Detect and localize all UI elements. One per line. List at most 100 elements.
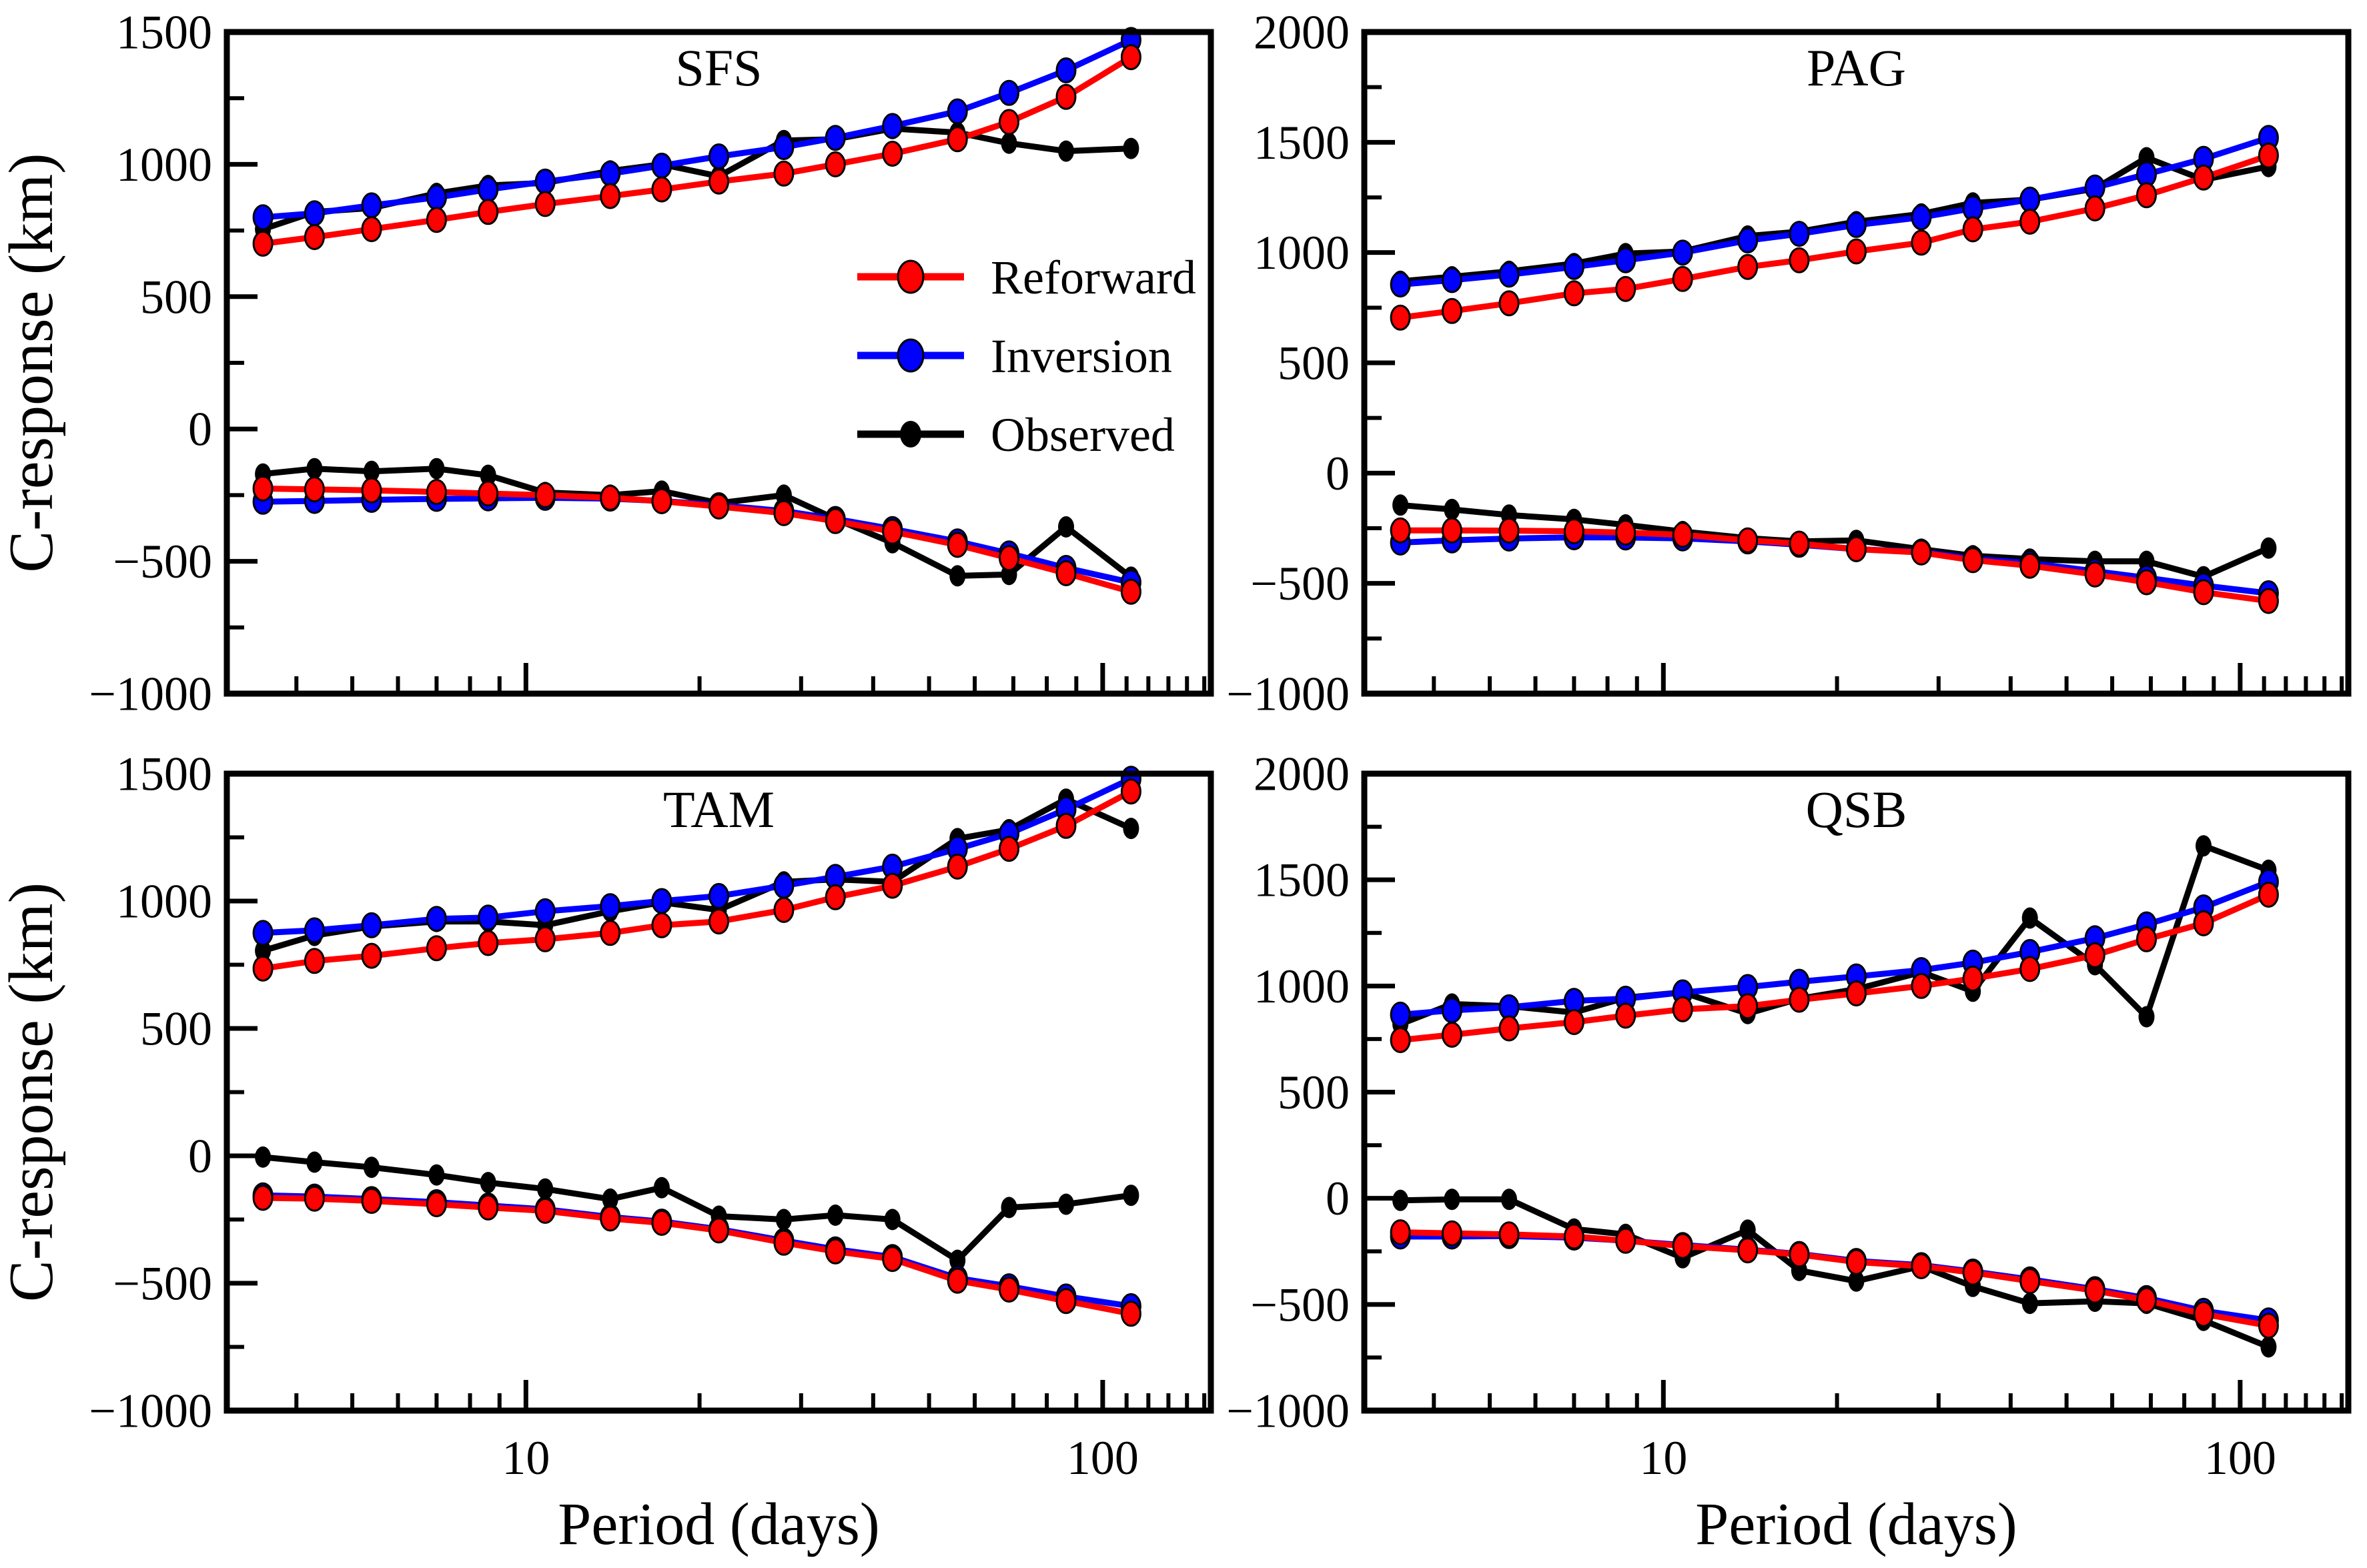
series-observed-marker [1392,494,1409,516]
series-reforward-marker [1962,965,1983,992]
series-reforward-marker [1441,1220,1462,1247]
series-reforward-marker [2084,1277,2105,1304]
series-reforward-real-line [1397,892,2272,1043]
series-inversion-marker [1846,211,1867,238]
series-inversion-real-line [1397,135,2272,288]
series-reforward-marker [2019,956,2041,982]
series-reforward-marker [252,230,274,257]
series-reforward-marker [1737,993,1759,1020]
series-observed-marker [428,458,445,480]
series-observed-imag-line [1397,1196,2272,1350]
series-inversion-marker [882,113,903,139]
series-reforward-marker [252,955,274,982]
series-reforward-marker [825,1238,846,1265]
series-reforward-marker [1737,253,1759,280]
series-reforward-marker [1563,1223,1584,1250]
panel-qsb: 10 100 2000 1500 1000 500 0 −500 −1000 QSB Period … [1226,747,2352,1557]
y-axis-label: C-response (km) [0,882,66,1302]
series-observed-marker [1444,498,1460,520]
series-observed-marker [1001,132,1017,154]
series-reforward-marker [1615,275,1636,302]
series-reforward-marker [882,518,903,545]
series-reforward-marker [1120,578,1141,605]
series-reforward-marker [1962,547,1983,574]
panel-frame [1361,29,2352,697]
legend-marker-inversion [897,338,925,373]
series-reforward-marker [651,912,672,938]
series-inversion-marker [534,898,556,924]
series-reforward-marker [1672,522,1693,548]
series-reforward-marker [825,884,846,910]
series-reforward-marker [478,930,499,956]
series-inversion-marker [947,98,968,125]
series-reforward-marker [1390,1027,1411,1053]
series-reforward-marker [2258,1313,2279,1339]
series-observed-marker [2021,1293,2038,1315]
series-observed-marker [827,1205,844,1226]
series-observed-marker [255,940,272,962]
series-reforward-marker [1055,1288,1077,1315]
series-inversion-marker [304,200,325,227]
y-tick-label: −1000 [89,1384,212,1437]
series-observed-imag-line [260,466,1134,580]
series-reforward-marker [999,545,1019,572]
series-reforward-marker [1962,1259,1983,1286]
series-observed-imag-line [260,1154,1134,1264]
series-reforward-marker [1498,1221,1520,1248]
series-reforward-marker [882,141,903,167]
series-reforward-marker [534,482,556,508]
series-reforward-marker [1789,247,1810,273]
series-inversion-marker [708,882,729,909]
series-observed-marker [949,1249,966,1271]
series-inversion-marker [534,168,556,195]
series-reforward-marker [1911,1253,1932,1279]
series-reforward-marker [708,494,729,520]
series-reforward-marker [2258,142,2279,169]
y-tick-label: 1000 [116,874,212,928]
series-reforward-marker [1563,518,1584,545]
series-reforward-marker [1390,304,1411,331]
series-reforward-marker [361,216,382,243]
series-reforward-marker [478,1195,499,1221]
series-reforward-marker [2084,195,2105,221]
series-reforward-marker [2019,208,2041,235]
series-reforward-marker [1962,216,1983,243]
series-inversion-marker [651,152,672,179]
series-reforward-marker [304,948,325,974]
series-inversion-marker [1672,239,1693,266]
series-reforward-marker [426,479,447,506]
series-observed-marker [1123,818,1139,840]
legend-label-reforward: Reforward [991,251,1196,304]
series-reforward-marker [1563,1009,1584,1035]
y-tick-label: −500 [113,535,212,588]
y-tick-label: 0 [1326,1172,1350,1225]
legend-marker-reforward [897,259,925,294]
series-reforward-imag-line [260,486,1134,595]
series-reforward-imag-line [1397,1229,2272,1329]
series-inversion-marker [426,184,447,211]
panel-frame [223,770,1214,1414]
panel-title: PAG [1807,39,1906,97]
y-tick-label: −500 [1250,557,1350,610]
legend-marker-observed [900,421,921,448]
legend-label-observed: Observed [991,408,1175,462]
series-reforward-marker [361,942,382,969]
series-reforward-marker [1911,972,1932,999]
series-reforward-marker [999,109,1019,135]
series-observed-marker [306,458,323,480]
series-inversion-marker [1911,204,1932,231]
legend: Reforward Inversion Observed [857,251,1196,462]
series-reforward-marker [304,1185,325,1212]
series-observed-marker [2260,537,2277,559]
series-inversion-marker [1737,227,1759,253]
series-reforward-marker [1120,44,1141,71]
series-reforward-marker [1789,1241,1810,1268]
series-reforward-marker [1055,83,1077,110]
panel-tam: 10 100 1500 1000 500 0 −500 −1000 TAM C-response … [0,747,1214,1557]
series-reforward-marker [600,183,621,209]
series-reforward-marker [2136,569,2157,596]
series-observed-marker [1123,1185,1139,1207]
panel-frame [1361,770,2352,1414]
series-reforward-marker [600,920,621,946]
